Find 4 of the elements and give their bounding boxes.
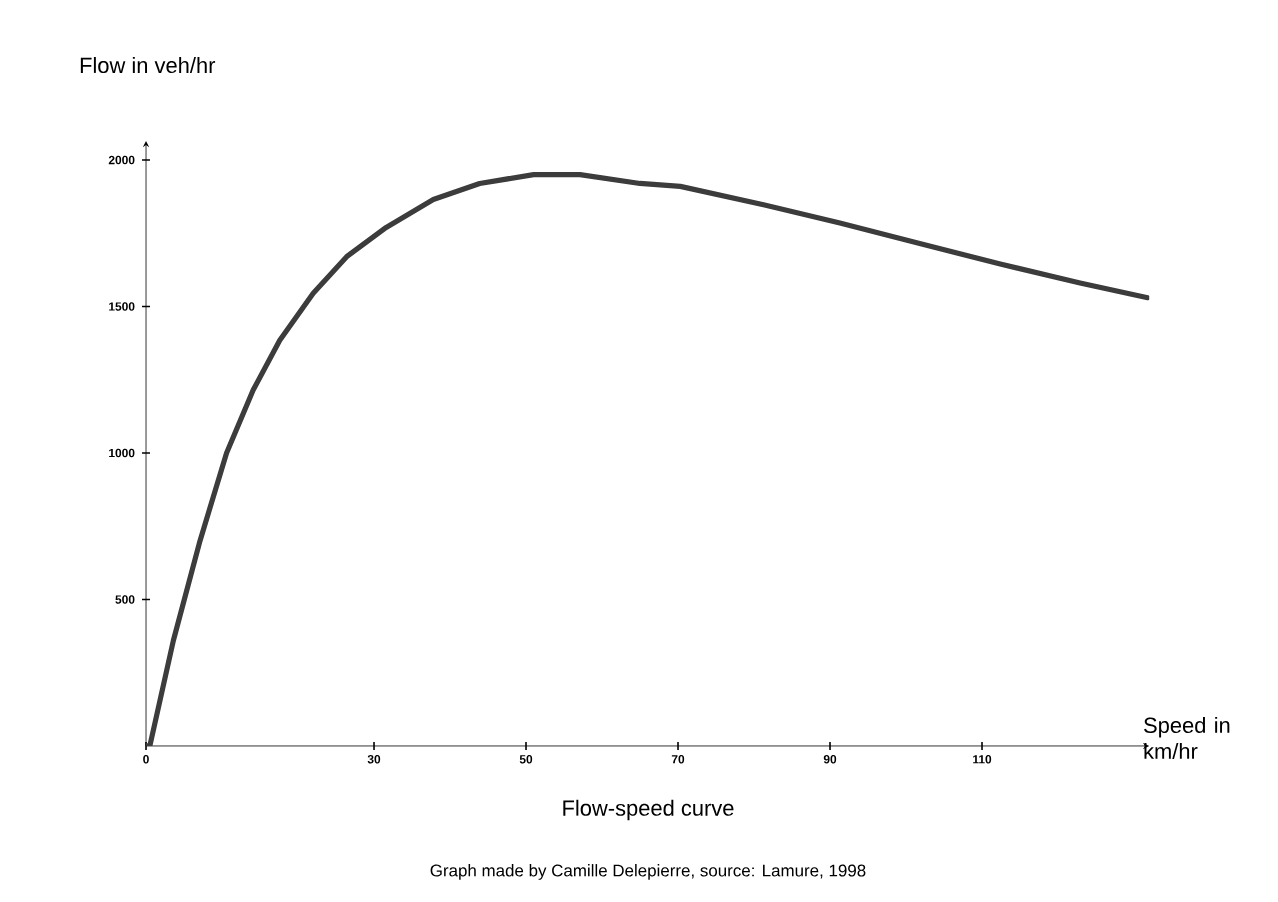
x-axis-title: Speed in km/hr: [1144, 716, 1230, 759]
text: Flow-speed curve: [563, 799, 734, 821]
y-axis-title: Flow in veh/hr: [80, 57, 216, 74]
text: Graph made by Camille Delepierre, source: Lamure, 1998: [430, 864, 866, 880]
